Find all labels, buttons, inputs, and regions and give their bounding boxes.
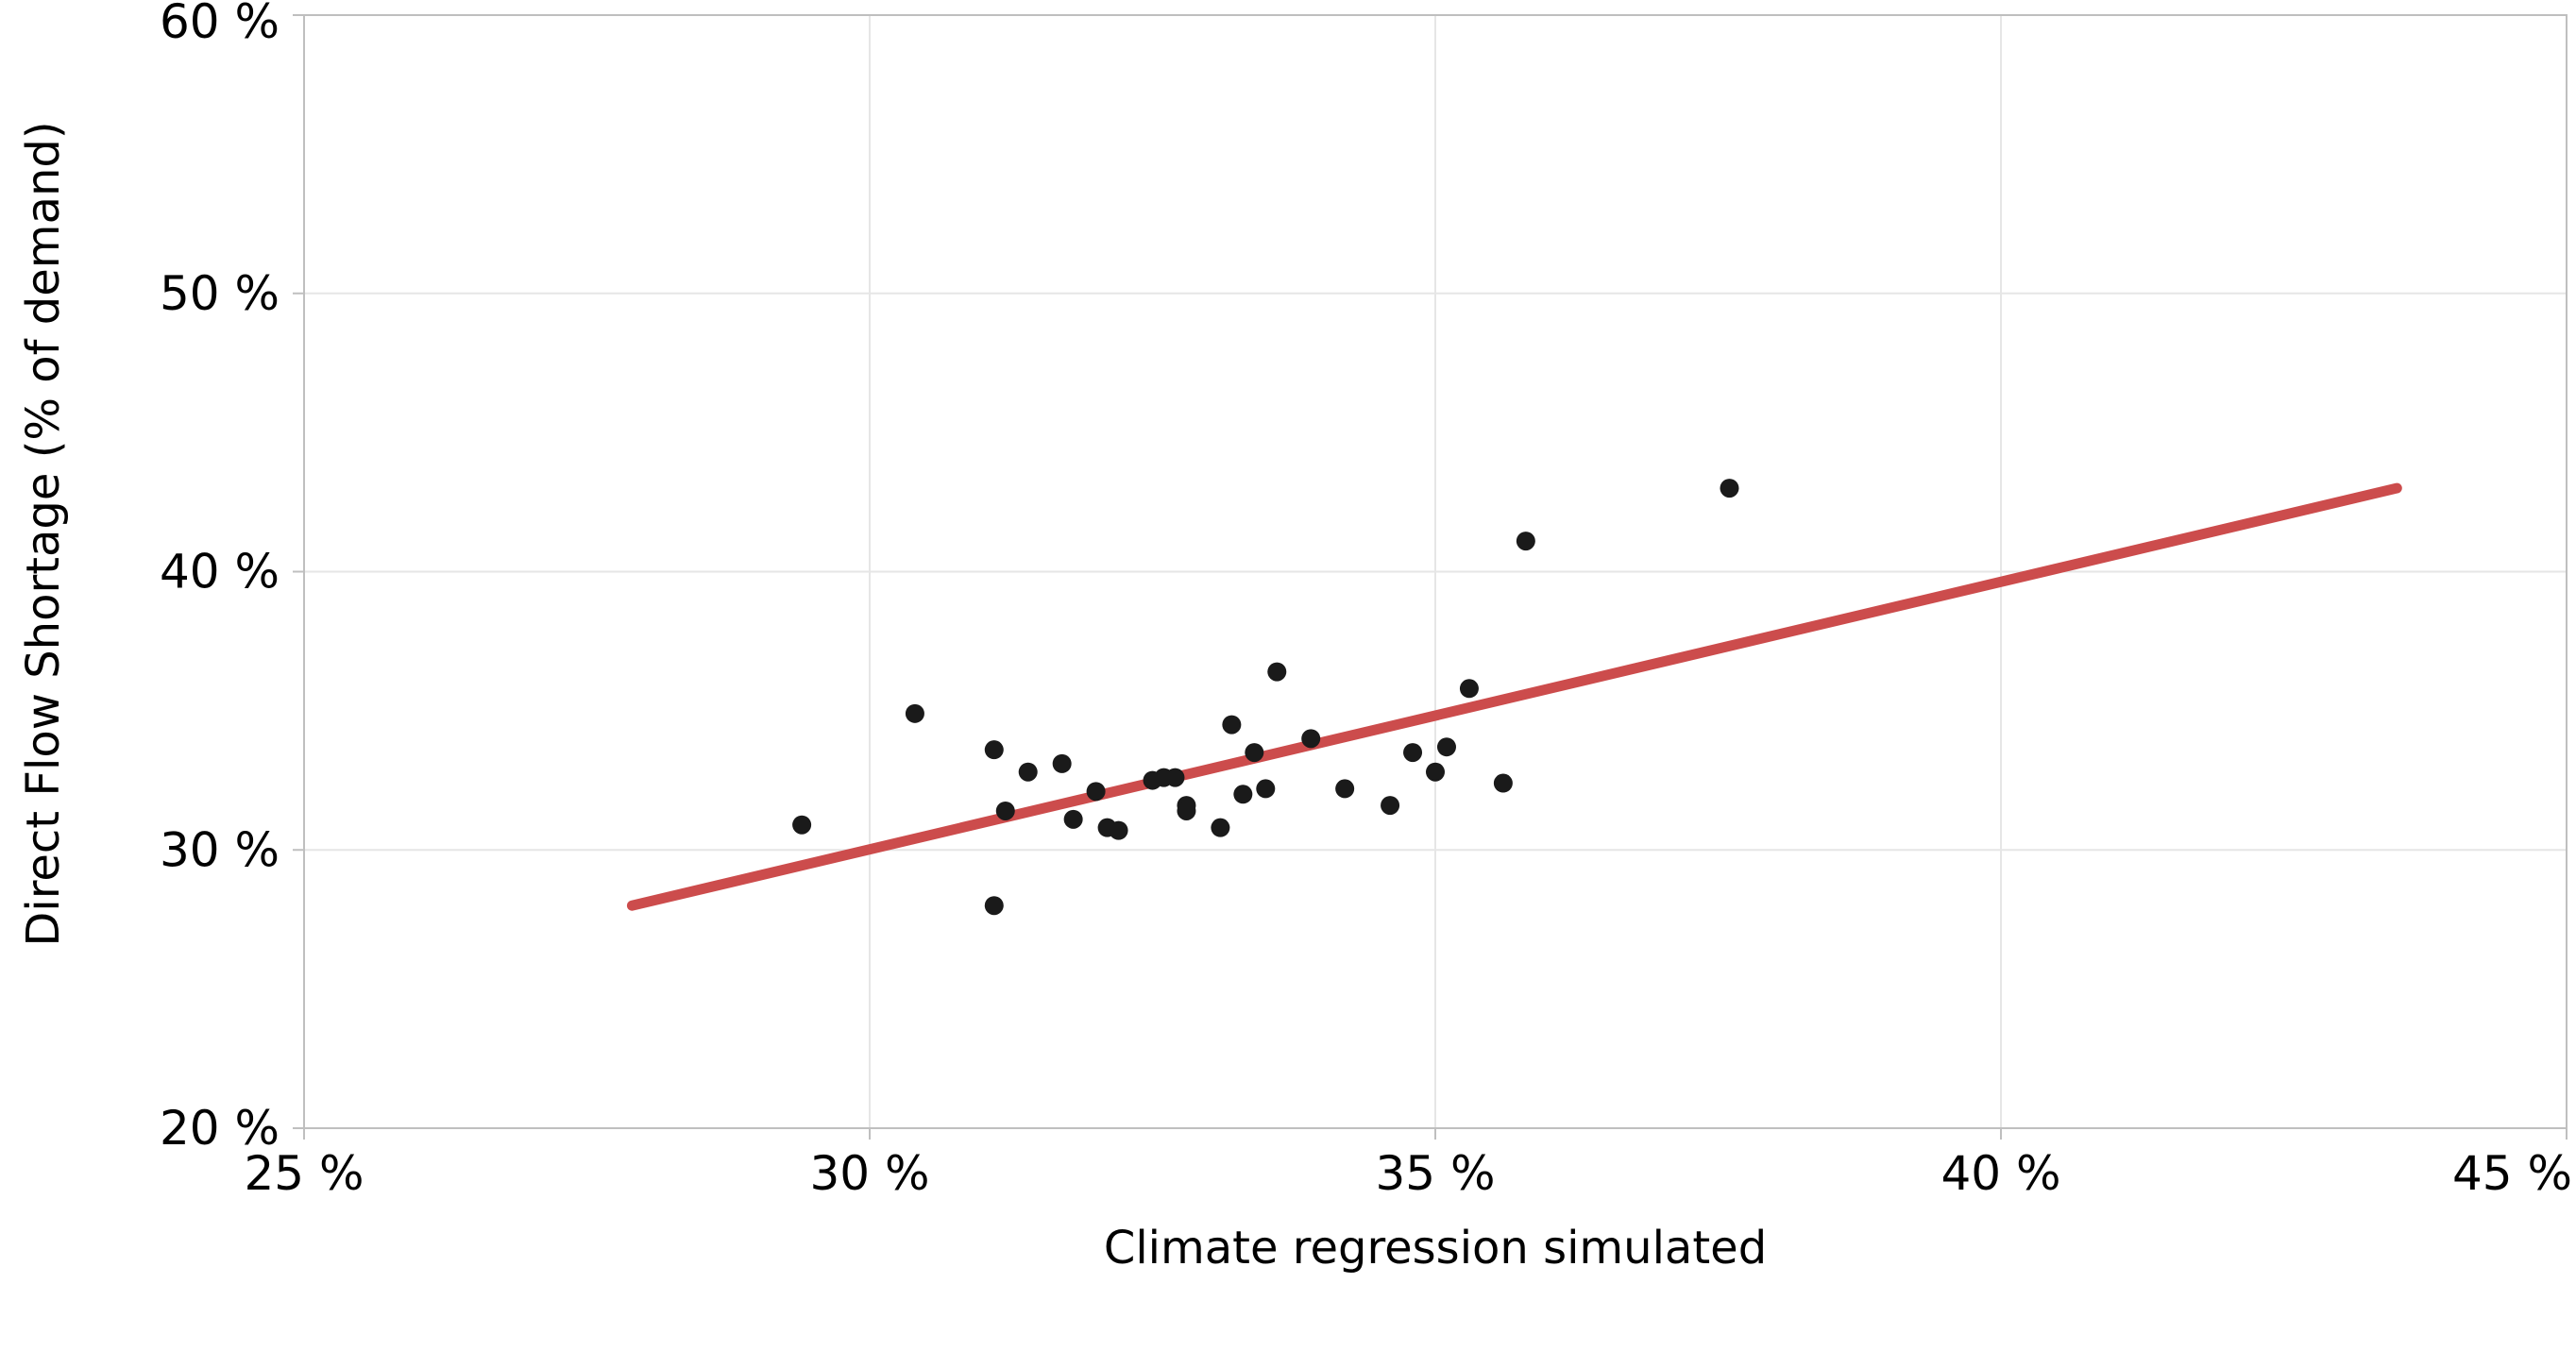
x-tick-label: 40 %: [1940, 1146, 2060, 1201]
data-point: [1177, 801, 1196, 820]
data-point: [1222, 715, 1242, 735]
x-axis-title: Climate regression simulated: [1104, 1222, 1767, 1275]
data-point: [792, 815, 812, 835]
x-tick-label: 45 %: [2452, 1146, 2572, 1201]
data-point: [1301, 729, 1321, 749]
data-point: [984, 896, 1004, 916]
data-point: [1211, 818, 1230, 837]
data-points: [792, 479, 1739, 916]
data-point: [1720, 479, 1739, 498]
data-point: [1086, 782, 1106, 802]
data-point: [1018, 762, 1038, 782]
data-point: [1233, 785, 1253, 804]
data-point: [1165, 768, 1185, 787]
trendline: [626, 482, 2402, 911]
data-point: [1426, 762, 1445, 782]
data-point: [1109, 820, 1128, 840]
x-tick-label: 30 %: [809, 1146, 929, 1201]
data-point: [1052, 753, 1072, 773]
data-point: [1256, 779, 1276, 799]
y-tick-label: 30 %: [160, 822, 280, 877]
y-tick-label: 20 %: [160, 1101, 280, 1156]
y-tick-label: 50 %: [160, 266, 280, 321]
data-point: [1516, 532, 1535, 551]
data-point: [1267, 662, 1287, 682]
trendline-group: [626, 482, 2402, 911]
data-point: [995, 801, 1015, 820]
x-tick-label: 25 %: [244, 1146, 364, 1201]
data-point: [1245, 743, 1264, 763]
y-tick-label: 40 %: [160, 545, 280, 600]
y-tick-label: 60 %: [160, 0, 280, 49]
y-axis-title: Direct Flow Shortage (% of demand): [17, 121, 70, 946]
data-point: [1493, 773, 1513, 793]
data-point: [1381, 796, 1400, 816]
data-point: [1335, 779, 1355, 799]
y-axis-tick-labels: 20 % 30 % 40 % 50 % 60 %: [160, 0, 304, 1156]
data-point: [1436, 737, 1456, 757]
data-point: [1063, 809, 1083, 829]
x-axis-tick-labels: 25 % 30 % 35 % 40 % 45 %: [244, 1128, 2572, 1201]
data-point: [984, 740, 1004, 760]
data-point: [1403, 743, 1423, 763]
data-point: [905, 703, 924, 723]
x-tick-label: 35 %: [1375, 1146, 1495, 1201]
data-point: [1459, 679, 1479, 699]
